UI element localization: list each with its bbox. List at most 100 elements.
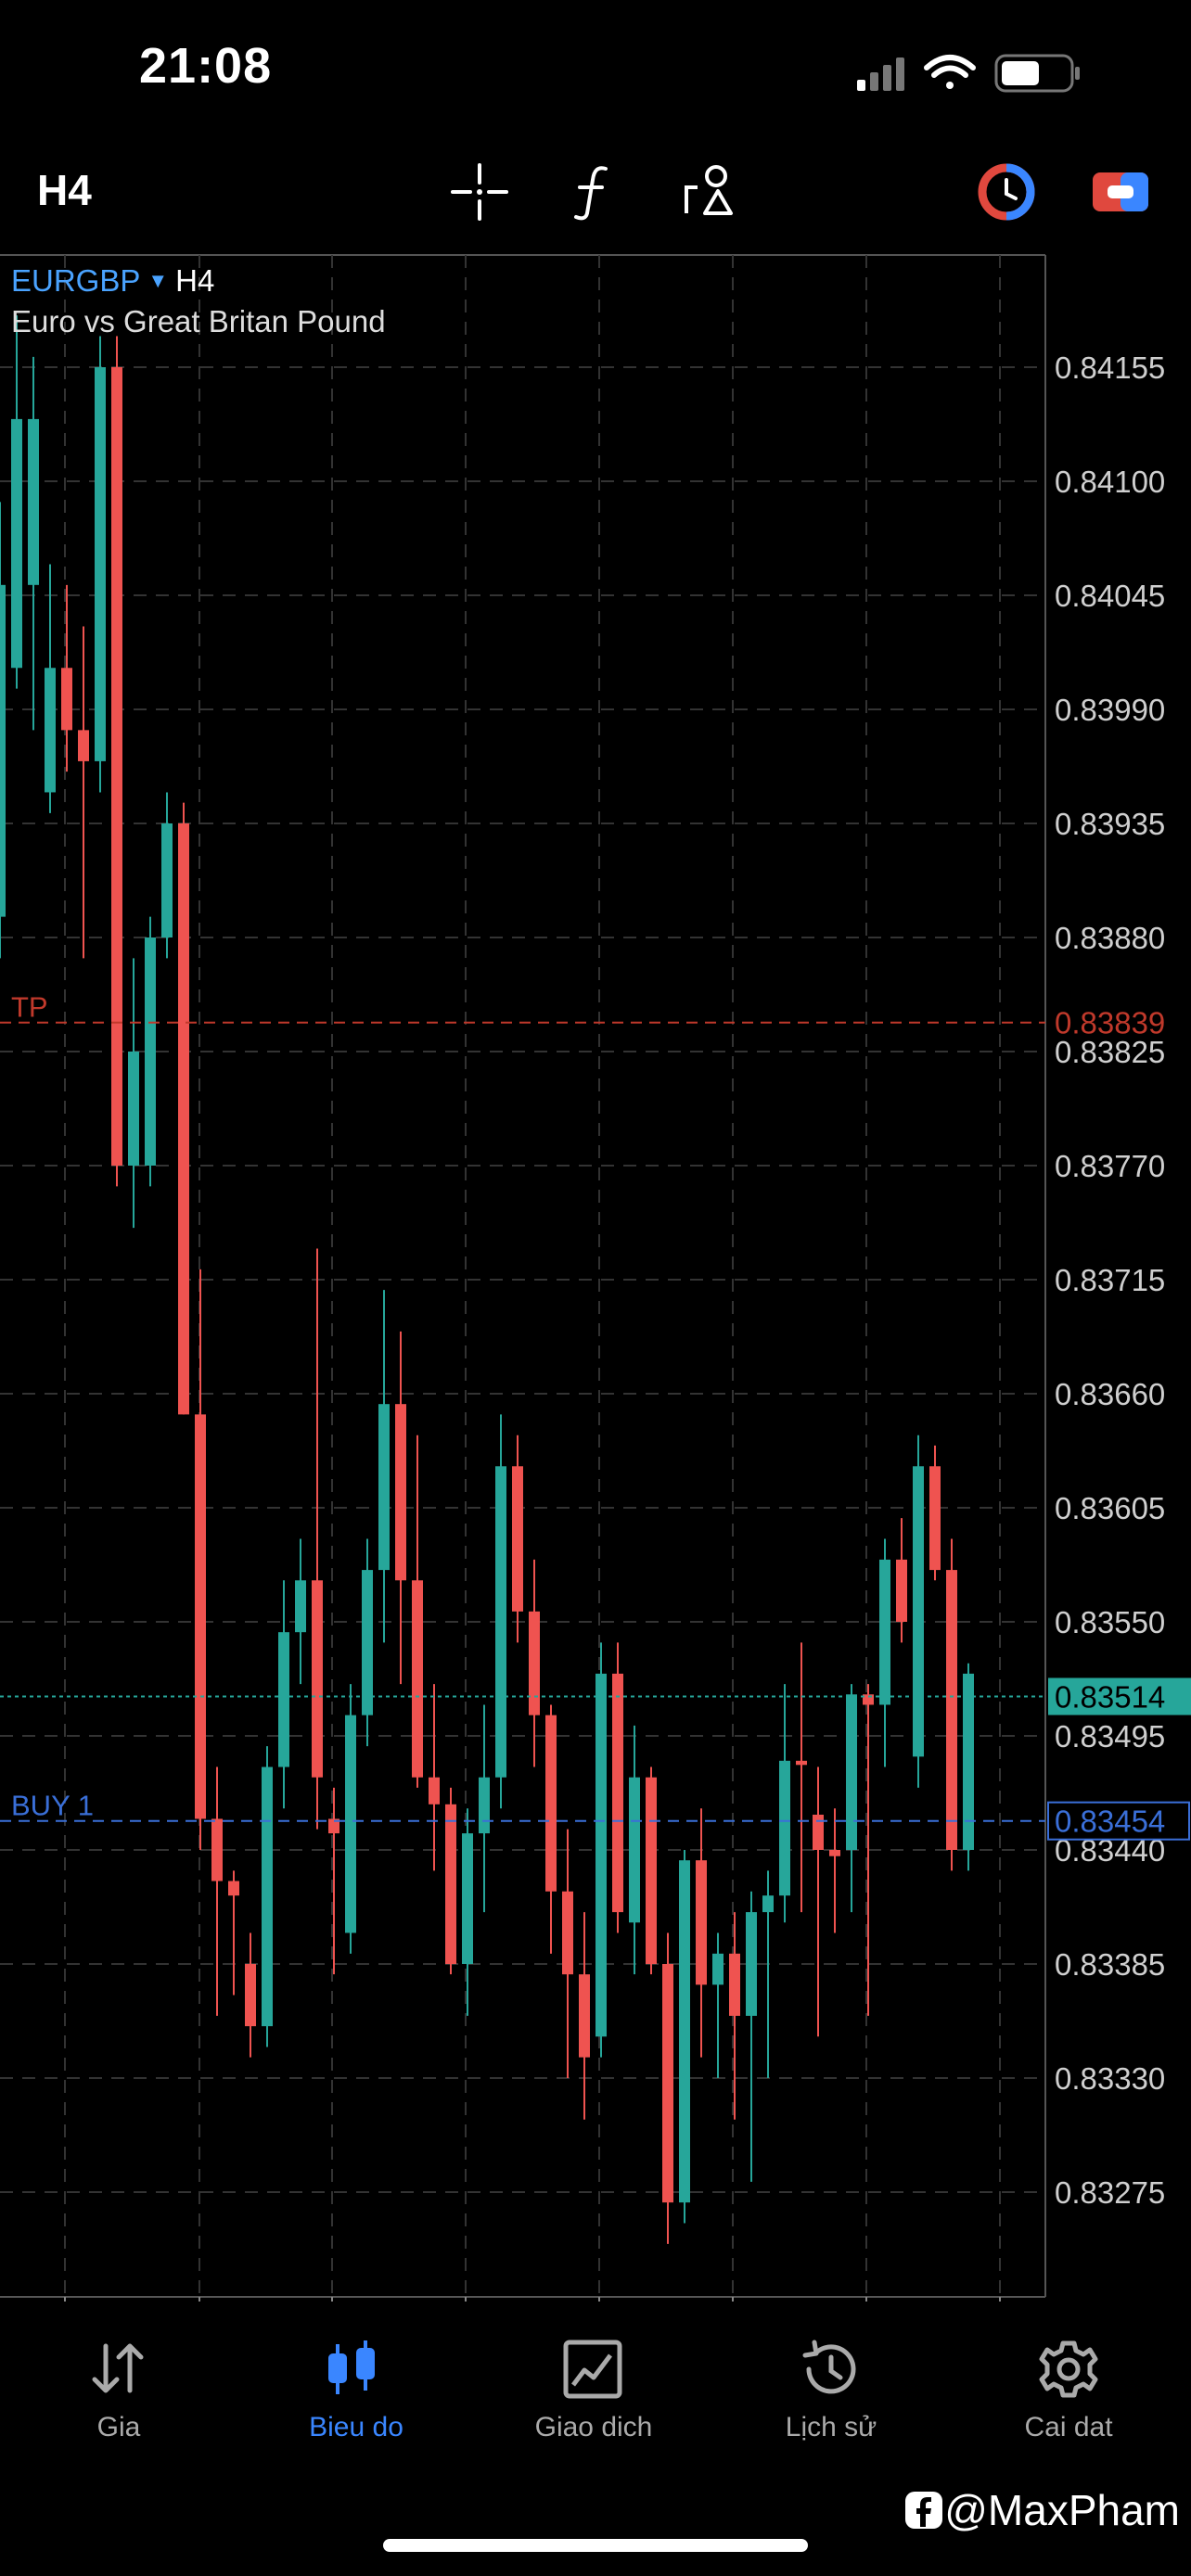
candle-bear xyxy=(61,668,72,731)
facebook-icon xyxy=(905,2492,943,2529)
indicators-icon[interactable] xyxy=(561,159,626,224)
candle-bull xyxy=(95,367,106,761)
status-icons xyxy=(848,45,1108,105)
price-tick-label: 0.83660 xyxy=(1055,1377,1165,1411)
candle-bear xyxy=(412,1580,423,1778)
candle-bull xyxy=(963,1673,974,1850)
candle-bull xyxy=(495,1466,506,1778)
price-tick-label: 0.83495 xyxy=(1055,1719,1165,1753)
wifi-icon xyxy=(924,55,976,89)
candle-bull xyxy=(28,418,39,585)
candle-bull xyxy=(746,1912,757,2016)
nav-quotes[interactable]: Gia xyxy=(26,2337,211,2443)
price-tick-label: 0.84155 xyxy=(1055,351,1165,385)
symbol-dropdown-icon[interactable]: ▼ xyxy=(147,269,169,292)
price-tick-label: 0.83990 xyxy=(1055,693,1165,727)
candle-bear xyxy=(579,1974,590,2058)
bottom-nav: Gia Bieu do Giao dich Lịch sử xyxy=(0,2337,1191,2504)
candle-bear xyxy=(111,367,122,1166)
nav-settings-label: Cai dat xyxy=(1024,2412,1113,2442)
candle-bull xyxy=(846,1694,857,1850)
objects-icon[interactable] xyxy=(677,159,742,224)
price-tick-label: 0.83330 xyxy=(1055,2061,1165,2096)
candle-bear xyxy=(796,1760,807,1766)
buy-price-box xyxy=(1047,1801,1190,1841)
arrows-updown-icon xyxy=(92,2343,144,2393)
price-tick-label: 0.83880 xyxy=(1055,921,1165,955)
nav-chart-label: Bieu do xyxy=(309,2412,403,2442)
tp-price-bg xyxy=(1048,1004,1191,1040)
candle-bear xyxy=(646,1777,657,1964)
candle-bear xyxy=(696,1860,707,1985)
bid-price-label: 0.83514 xyxy=(1055,1680,1165,1715)
nav-chart[interactable]: Bieu do xyxy=(263,2337,449,2443)
watermark-text: @MaxPham xyxy=(944,2486,1180,2534)
candle-bull xyxy=(913,1466,924,1757)
price-tick-label: 0.84100 xyxy=(1055,465,1165,499)
candle-bear xyxy=(512,1466,523,1612)
candle-bull xyxy=(262,1766,273,2027)
candle-bull xyxy=(295,1580,306,1633)
candle-bull xyxy=(762,1895,774,1913)
nav-history-label: Lịch sử xyxy=(785,2412,877,2442)
trade-panel-icon[interactable] xyxy=(1087,159,1152,224)
candlestick-chart[interactable]: 0.84155 0.84100 0.84045 0.83990 0.83935 0.838… xyxy=(0,252,1191,2340)
candle-bear xyxy=(195,1414,206,1819)
tp-price-label: 0.83839 xyxy=(1055,1006,1165,1040)
candle-bear xyxy=(529,1611,540,1715)
candles-icon xyxy=(328,2340,375,2394)
candle-bear xyxy=(78,730,89,761)
watermark: @MaxPham xyxy=(903,2485,1180,2535)
one-click-trading-icon[interactable] xyxy=(974,159,1039,224)
candle-bull xyxy=(161,823,173,937)
candle-bear xyxy=(545,1715,557,1892)
history-icon xyxy=(802,2340,856,2394)
buy-price-label: 0.83454 xyxy=(1055,1804,1165,1839)
candle-bear xyxy=(929,1466,941,1571)
candle-bull xyxy=(11,418,22,669)
candle-bear xyxy=(662,1964,673,2203)
candle-bear xyxy=(245,1964,256,2027)
candle-bull xyxy=(345,1715,356,1933)
candle-bear xyxy=(562,1891,573,1975)
status-time: 21:08 xyxy=(139,38,273,94)
chart-symbol[interactable]: EURGBP ▼ H4 xyxy=(11,263,214,299)
nav-history[interactable]: Lịch sử xyxy=(738,2337,924,2443)
candle-bull xyxy=(0,584,6,917)
nav-settings[interactable]: Cai dat xyxy=(976,2337,1161,2443)
candle-bear xyxy=(896,1559,907,1622)
candle-bull xyxy=(278,1632,289,1767)
symbol-name[interactable]: EURGBP xyxy=(11,263,141,298)
symbol-description: Euro vs Great Britan Pound xyxy=(11,304,386,338)
price-tick-label: 0.83385 xyxy=(1055,1947,1165,1982)
nav-trade[interactable]: Giao dich xyxy=(501,2337,686,2443)
candle-bear xyxy=(312,1580,323,1778)
candle-bull xyxy=(145,937,156,1166)
candle-bear xyxy=(178,823,189,1415)
candle-bear xyxy=(729,1953,740,2016)
tp-label: TP xyxy=(11,991,48,1024)
symbol-timeframe: H4 xyxy=(175,263,215,298)
candle-bear xyxy=(813,1814,824,1850)
bid-price-box xyxy=(1048,1677,1191,1715)
price-tick-label: 0.84045 xyxy=(1055,579,1165,613)
price-tick-label: 0.83550 xyxy=(1055,1605,1165,1639)
candle-bull xyxy=(596,1673,607,2037)
home-indicator xyxy=(383,2539,808,2552)
candle-bear xyxy=(946,1570,957,1850)
candle-bear xyxy=(328,1818,339,1834)
timeframe-button[interactable]: H4 xyxy=(37,166,92,214)
battery-icon xyxy=(994,54,1080,93)
price-tick-label: 0.83605 xyxy=(1055,1491,1165,1525)
gear-icon xyxy=(1039,2340,1098,2398)
candle-bull xyxy=(779,1760,790,1896)
candle-bull xyxy=(679,1860,690,2203)
nav-trade-label: Giao dich xyxy=(534,2412,653,2442)
candle-bull xyxy=(378,1404,390,1571)
candle-bear xyxy=(228,1881,239,1896)
candle-bear xyxy=(395,1404,406,1581)
crosshair-icon[interactable] xyxy=(447,159,512,224)
price-chart[interactable]: 0.84155 0.84100 0.84045 0.83990 0.83935 0.838… xyxy=(0,252,1191,2340)
nav-quotes-label: Gia xyxy=(96,2412,141,2442)
candle-bull xyxy=(362,1570,373,1715)
